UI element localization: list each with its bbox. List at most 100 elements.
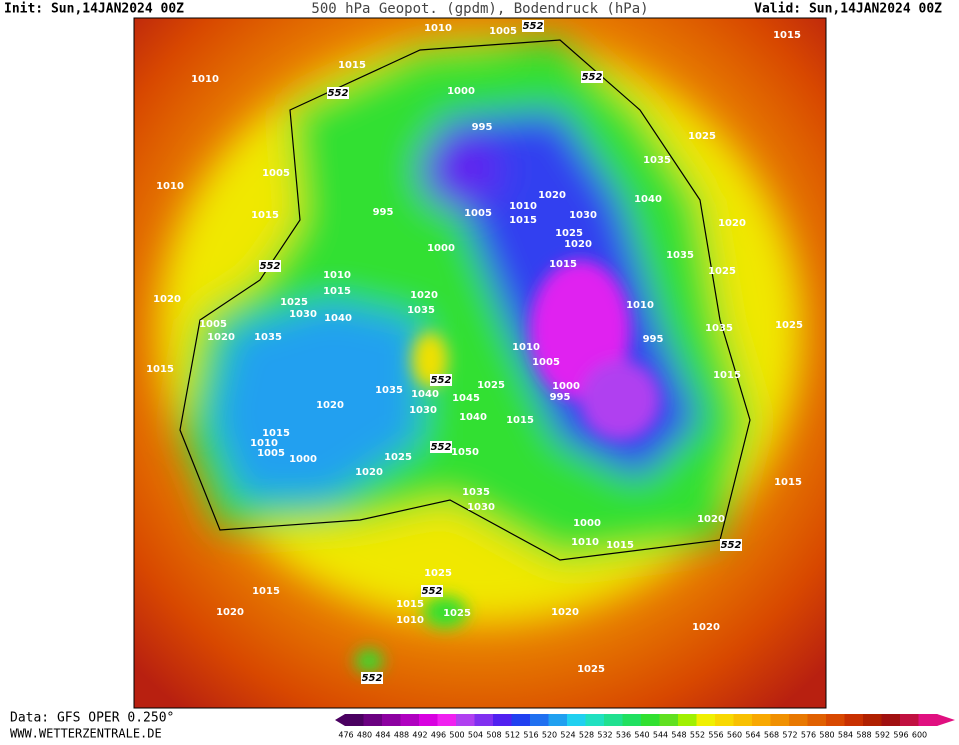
isobar-label: 1040	[411, 389, 439, 400]
colorbar-label: 536	[616, 731, 631, 740]
colorbar-label: 564	[745, 731, 760, 740]
colorbar: 476 480 484 488 492 496 500 504 508 512 516 520 524 5…	[335, 714, 955, 740]
isobar-label: 1020	[692, 622, 720, 633]
data-source: Data: GFS OPER 0.250°	[10, 711, 174, 726]
isobar-label: 1010	[509, 201, 537, 212]
colorbar-segment	[696, 714, 716, 726]
isobar-label: 1005	[464, 208, 492, 219]
isobar-label: 1030	[289, 309, 317, 320]
isobar-label: 1000	[573, 518, 601, 529]
isobar-label: 1020	[153, 294, 181, 305]
valid-time: Valid: Sun,14JAN2024 00Z	[754, 2, 942, 17]
isobar-label: 1025	[555, 228, 583, 239]
isobar-label: 1010	[424, 23, 452, 34]
colorbar-label: 484	[375, 731, 390, 740]
colorbar-segment	[345, 714, 364, 726]
colorbar-segment	[752, 714, 771, 726]
colorbar-segment	[770, 714, 790, 726]
colorbar-segment	[789, 714, 808, 726]
isobar-label: 1020	[355, 467, 383, 478]
isobar-label: 1025	[775, 320, 803, 331]
colorbar-label: 576	[801, 731, 816, 740]
geopotential-label: 552	[523, 21, 544, 32]
colorbar-segment	[881, 714, 901, 726]
colorbar-segment	[863, 714, 882, 726]
isobar-label: 1025	[424, 568, 452, 579]
colorbar-segment	[604, 714, 623, 726]
colorbar-label: 480	[357, 731, 372, 740]
colorbar-label: 532	[597, 731, 612, 740]
colorbar-segment	[733, 714, 753, 726]
isobar-label: 1035	[254, 332, 282, 343]
isobar-label: 1020	[564, 239, 592, 250]
label-box	[522, 20, 544, 32]
isobar-label: 1015	[146, 364, 174, 375]
colorbar-segment	[567, 714, 586, 726]
colorbar-label: 544	[653, 731, 668, 740]
isobar-label: 1030	[569, 210, 597, 221]
isobar-label: 1025	[688, 131, 716, 142]
colorbar-segment	[826, 714, 845, 726]
isobar-label: 1015	[774, 477, 802, 488]
map	[134, 18, 826, 708]
colorbar-segment	[585, 714, 605, 726]
colorbar-label: 516	[523, 731, 538, 740]
isobar-label: 1005	[262, 168, 290, 179]
colorbar-segment	[807, 714, 827, 726]
isobar-label: 1035	[666, 250, 694, 261]
isobar-label: 1020	[410, 290, 438, 301]
isobar-label: 1015	[506, 415, 534, 426]
isobar-label: 1010	[191, 74, 219, 85]
isobar-label: 1025	[708, 266, 736, 277]
isobar-label: 1015	[323, 286, 351, 297]
colorbar-label: 520	[542, 731, 557, 740]
colorbar-segment	[474, 714, 494, 726]
isobar-label: 1020	[207, 332, 235, 343]
label-box	[327, 87, 349, 99]
colorbar-label: 476	[338, 731, 353, 740]
isobar-label: 1040	[459, 412, 487, 423]
colorbar-segment	[918, 714, 938, 726]
isobar-label: 1000	[289, 454, 317, 465]
colorbar-segment	[844, 714, 864, 726]
isobar-label: 1005	[199, 319, 227, 330]
colorbar-segment	[678, 714, 697, 726]
isobar-label: 1035	[643, 155, 671, 166]
isobar-label: 1000	[552, 381, 580, 392]
colorbar-label: 548	[671, 731, 686, 740]
isobar-label: 1035	[705, 323, 733, 334]
isobar-label: 1015	[338, 60, 366, 71]
isobar-label: 1040	[324, 313, 352, 324]
isobar-label: 1010	[250, 438, 278, 449]
isobar-label: 1015	[396, 599, 424, 610]
isobar-label: 1020	[551, 607, 579, 618]
isobar-label: 1000	[447, 86, 475, 97]
isobar-label: 1025	[384, 452, 412, 463]
label-box	[430, 374, 452, 386]
label-box	[259, 260, 281, 272]
isobar-label: 1040	[634, 194, 662, 205]
isobar-label: 1050	[451, 447, 479, 458]
colorbar-segment	[511, 714, 531, 726]
isobar-label: 1015	[549, 259, 577, 270]
isobar-label: 995	[472, 122, 493, 133]
colorbar-label: 600	[912, 731, 927, 740]
colorbar-label: 524	[560, 731, 575, 740]
isobar-label: 1015	[262, 428, 290, 439]
label-box	[581, 71, 603, 83]
colorbar-label: 584	[838, 731, 853, 740]
isobar-label: 995	[550, 392, 571, 403]
colorbar-label: 496	[431, 731, 446, 740]
isobar-label: 1010	[323, 270, 351, 281]
colorbar-label: 552	[690, 731, 705, 740]
isobar-label: 1025	[577, 664, 605, 675]
colorbar-segment	[715, 714, 734, 726]
label-box	[430, 441, 452, 453]
geopotential-label: 552	[328, 88, 349, 99]
label-box	[421, 585, 443, 597]
website: WWW.WETTERZENTRALE.DE	[10, 727, 162, 741]
geopotential-label: 552	[431, 375, 452, 386]
isobar-label: 1015	[606, 540, 634, 551]
isobar-label: 1020	[216, 607, 244, 618]
